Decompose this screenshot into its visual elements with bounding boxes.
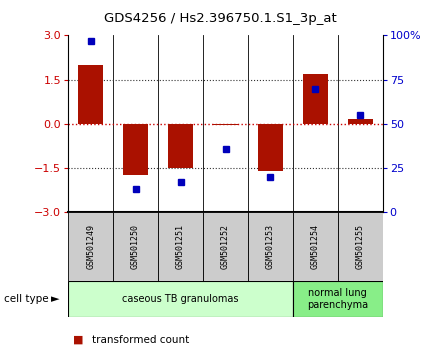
Bar <box>68 281 293 317</box>
Bar <box>338 212 383 281</box>
Bar <box>158 212 203 281</box>
Text: GSM501255: GSM501255 <box>356 224 365 269</box>
Bar <box>348 119 373 124</box>
Text: GSM501254: GSM501254 <box>311 224 320 269</box>
Bar <box>78 65 103 124</box>
Text: GSM501253: GSM501253 <box>266 224 275 269</box>
Text: GSM501250: GSM501250 <box>131 224 140 269</box>
Bar <box>303 74 328 124</box>
Text: GSM501251: GSM501251 <box>176 224 185 269</box>
Text: caseous TB granulomas: caseous TB granulomas <box>122 294 239 304</box>
Bar <box>293 281 383 317</box>
Text: GDS4256 / Hs2.396750.1.S1_3p_at: GDS4256 / Hs2.396750.1.S1_3p_at <box>104 12 336 25</box>
Bar <box>68 212 113 281</box>
Text: transformed count: transformed count <box>92 335 190 345</box>
Bar <box>293 212 338 281</box>
Text: cell type: cell type <box>4 294 49 304</box>
Bar <box>168 124 193 168</box>
Bar <box>123 124 148 175</box>
Bar <box>248 212 293 281</box>
Text: GSM501252: GSM501252 <box>221 224 230 269</box>
Text: ■: ■ <box>73 335 83 345</box>
Bar <box>213 124 238 125</box>
Bar <box>258 124 283 171</box>
Text: GSM501249: GSM501249 <box>86 224 95 269</box>
Bar <box>113 212 158 281</box>
Text: normal lung
parenchyma: normal lung parenchyma <box>307 288 368 310</box>
Text: ►: ► <box>51 294 59 304</box>
Bar <box>203 212 248 281</box>
